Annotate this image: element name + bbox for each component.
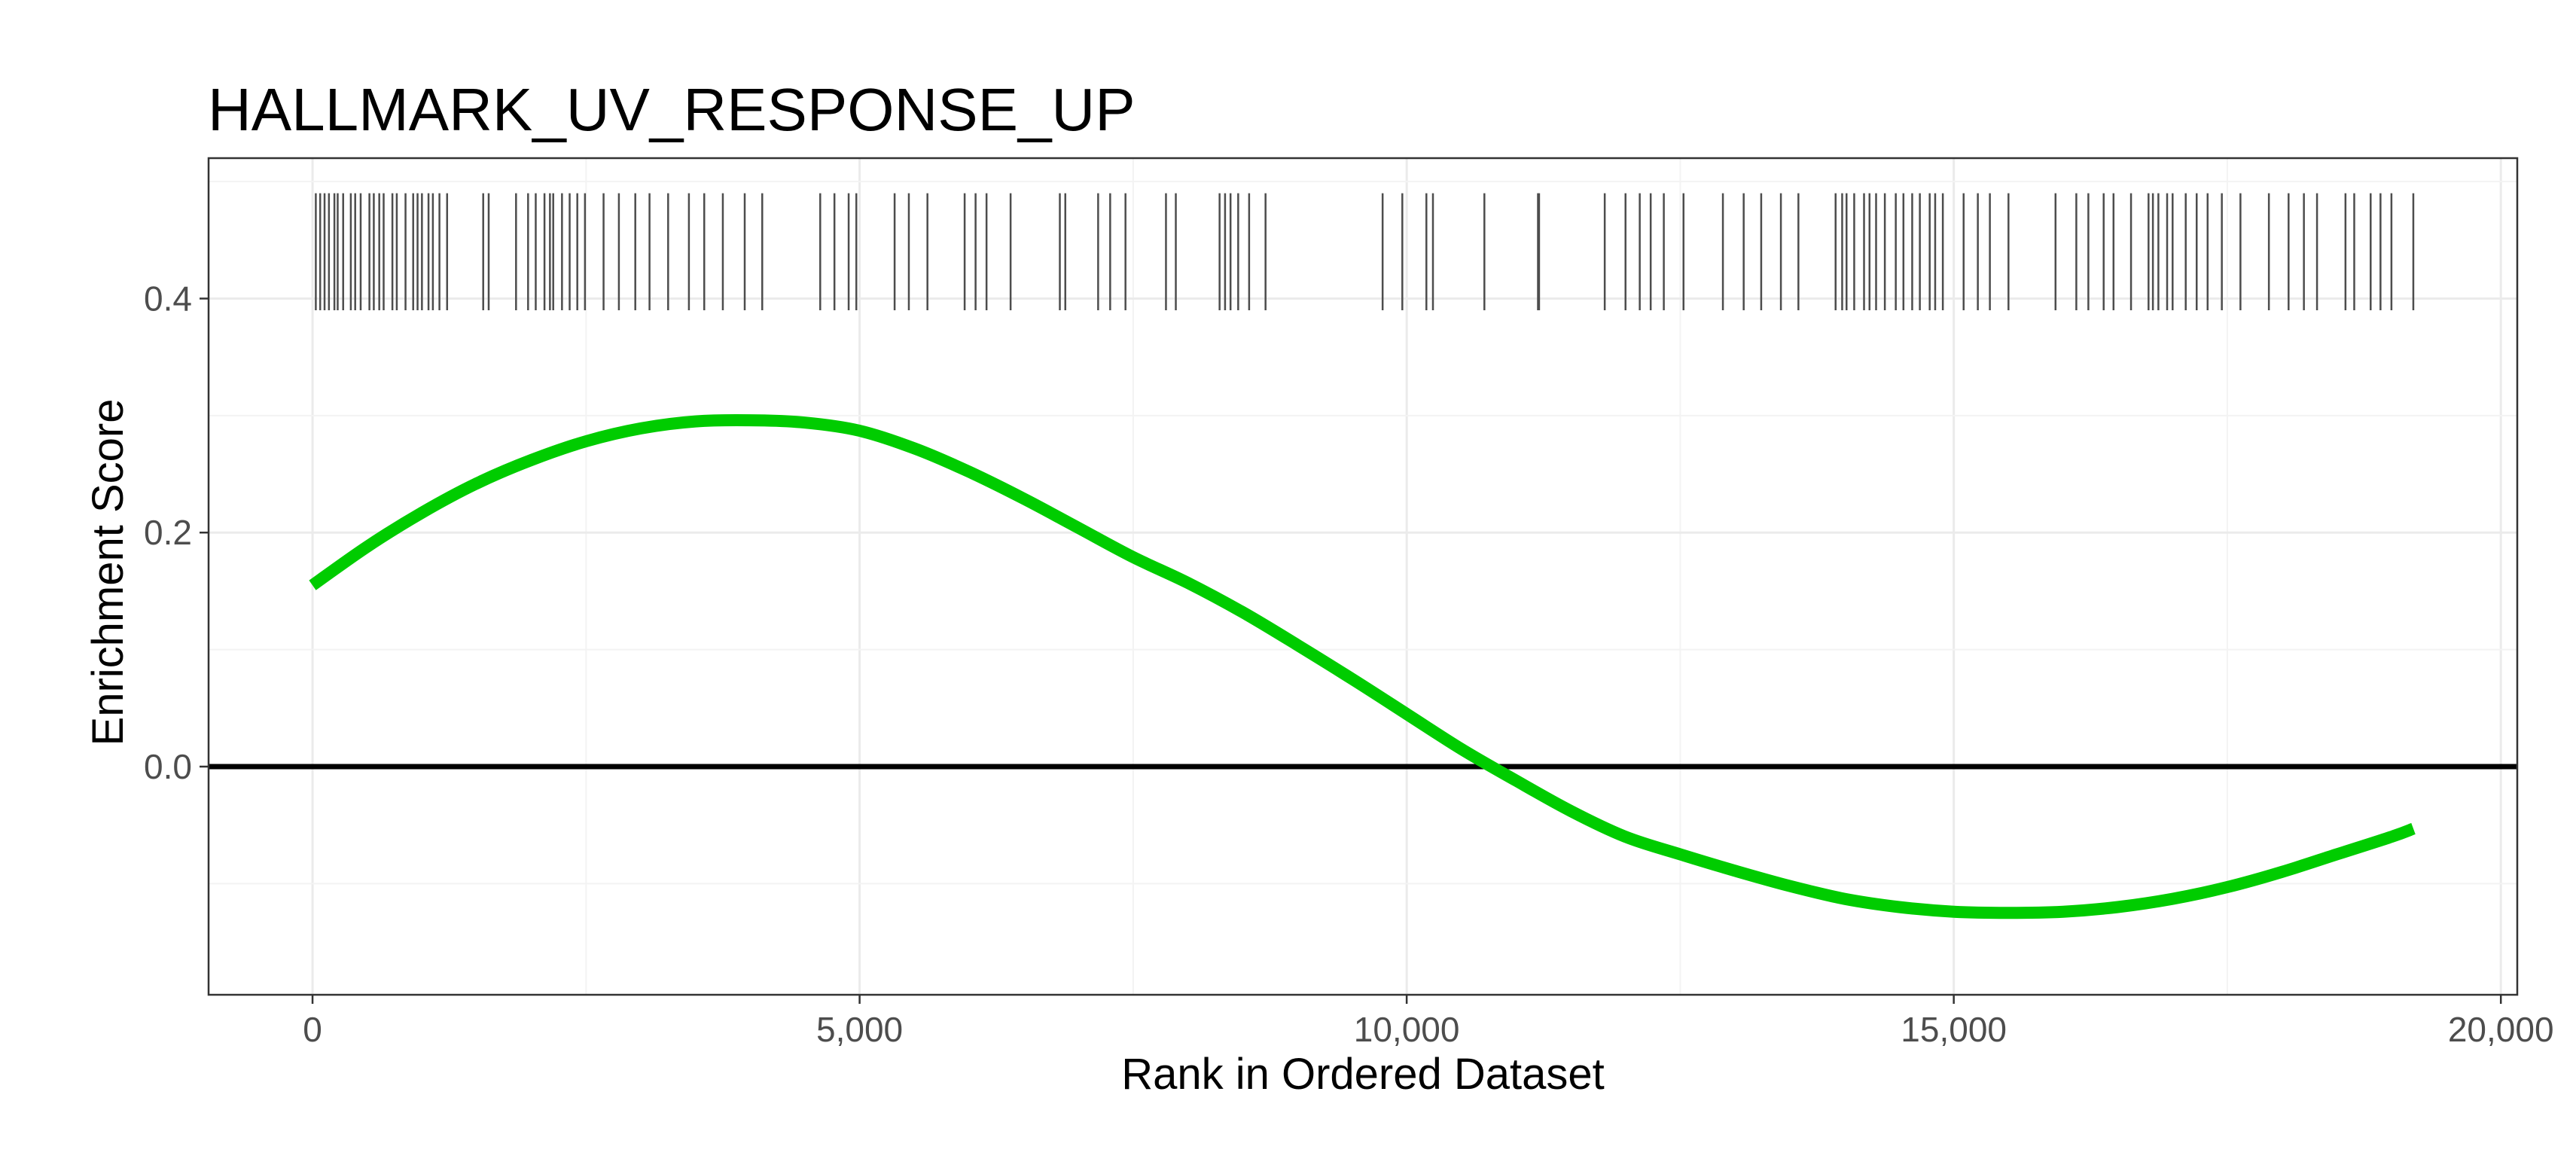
x-tick-label: 20,000 (2448, 1010, 2554, 1049)
x-tick-label: 0 (303, 1010, 322, 1049)
y-axis-title: Enrichment Score (84, 399, 133, 746)
gene-hit-ticks (315, 193, 2415, 310)
x-tick-label: 15,000 (1901, 1010, 2007, 1049)
x-axis-title: Rank in Ordered Dataset (1121, 1050, 1605, 1099)
x-tick-label: 5,000 (816, 1010, 903, 1049)
y-tick-label: 0.0 (144, 747, 192, 786)
y-tick-label: 0.2 (144, 513, 192, 552)
x-tick-label: 10,000 (1354, 1010, 1460, 1049)
panel-border (207, 157, 2519, 996)
y-tick-label: 0.4 (144, 279, 192, 318)
y-axis: 0.0 0.2 0.4 (144, 279, 209, 786)
x-axis: 0 5,000 10,000 15,000 20,000 (303, 995, 2554, 1049)
chart-title: HALLMARK_UV_RESPONSE_UP (208, 76, 1136, 143)
enrichment-score-line (309, 413, 2416, 919)
